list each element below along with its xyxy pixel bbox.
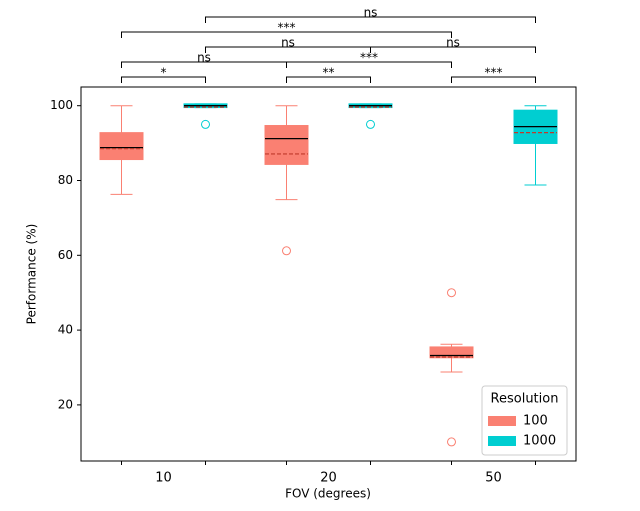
significance-label: ** <box>323 66 335 80</box>
significance-bracket <box>286 61 452 68</box>
significance-label: *** <box>485 66 503 80</box>
significance-bracket <box>370 46 536 53</box>
legend-label: 100 <box>523 414 548 429</box>
significance-label: ns <box>197 51 211 65</box>
box <box>264 125 309 165</box>
y-tick-label: 20 <box>58 397 73 411</box>
y-tick-label: 100 <box>50 98 73 112</box>
legend-swatch <box>488 436 516 446</box>
significance-label: ns <box>281 36 295 50</box>
y-tick-label: 60 <box>58 248 73 262</box>
y-tick-label: 40 <box>58 323 73 337</box>
y-axis-label: Performance (%) <box>25 224 39 325</box>
plot-frame <box>80 86 577 462</box>
legend-label: 1000 <box>523 434 556 449</box>
significance-bracket <box>451 76 536 83</box>
legend-title: Resolution <box>491 392 559 407</box>
flier <box>282 246 291 256</box>
x-axis-label: FOV (degrees) <box>285 487 371 501</box>
flier <box>201 119 210 129</box>
flier <box>447 288 456 298</box>
significance-bracket <box>121 76 206 83</box>
significance-label: ns <box>364 6 378 20</box>
significance-bracket <box>286 76 371 83</box>
significance-label: * <box>161 66 167 80</box>
significance-bracket <box>205 16 536 23</box>
x-tick-label: 10 <box>155 471 172 486</box>
flier <box>447 437 456 447</box>
significance-label: ns <box>446 36 460 50</box>
box <box>429 346 474 359</box>
x-tick-label: 20 <box>320 471 337 486</box>
significance-label: *** <box>278 21 296 35</box>
flier <box>366 119 375 129</box>
x-tick-label: 50 <box>485 471 502 486</box>
y-tick-label: 80 <box>58 173 73 187</box>
significance-label: *** <box>360 51 378 65</box>
legend-swatch <box>488 416 516 426</box>
significance-bracket <box>121 31 452 38</box>
box <box>99 132 144 161</box>
